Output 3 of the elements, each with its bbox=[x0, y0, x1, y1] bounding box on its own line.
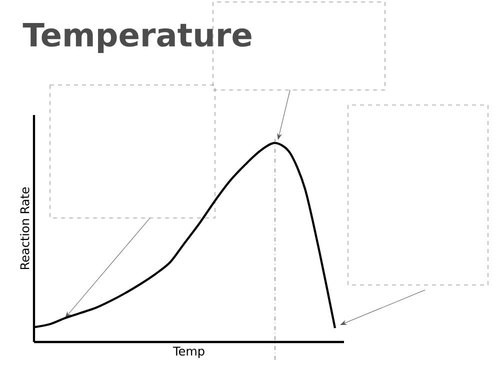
x-axis-title: Temp bbox=[172, 346, 204, 358]
y-axis-title: Reaction Rate bbox=[20, 187, 30, 270]
chart-title: Temperature bbox=[22, 23, 252, 53]
